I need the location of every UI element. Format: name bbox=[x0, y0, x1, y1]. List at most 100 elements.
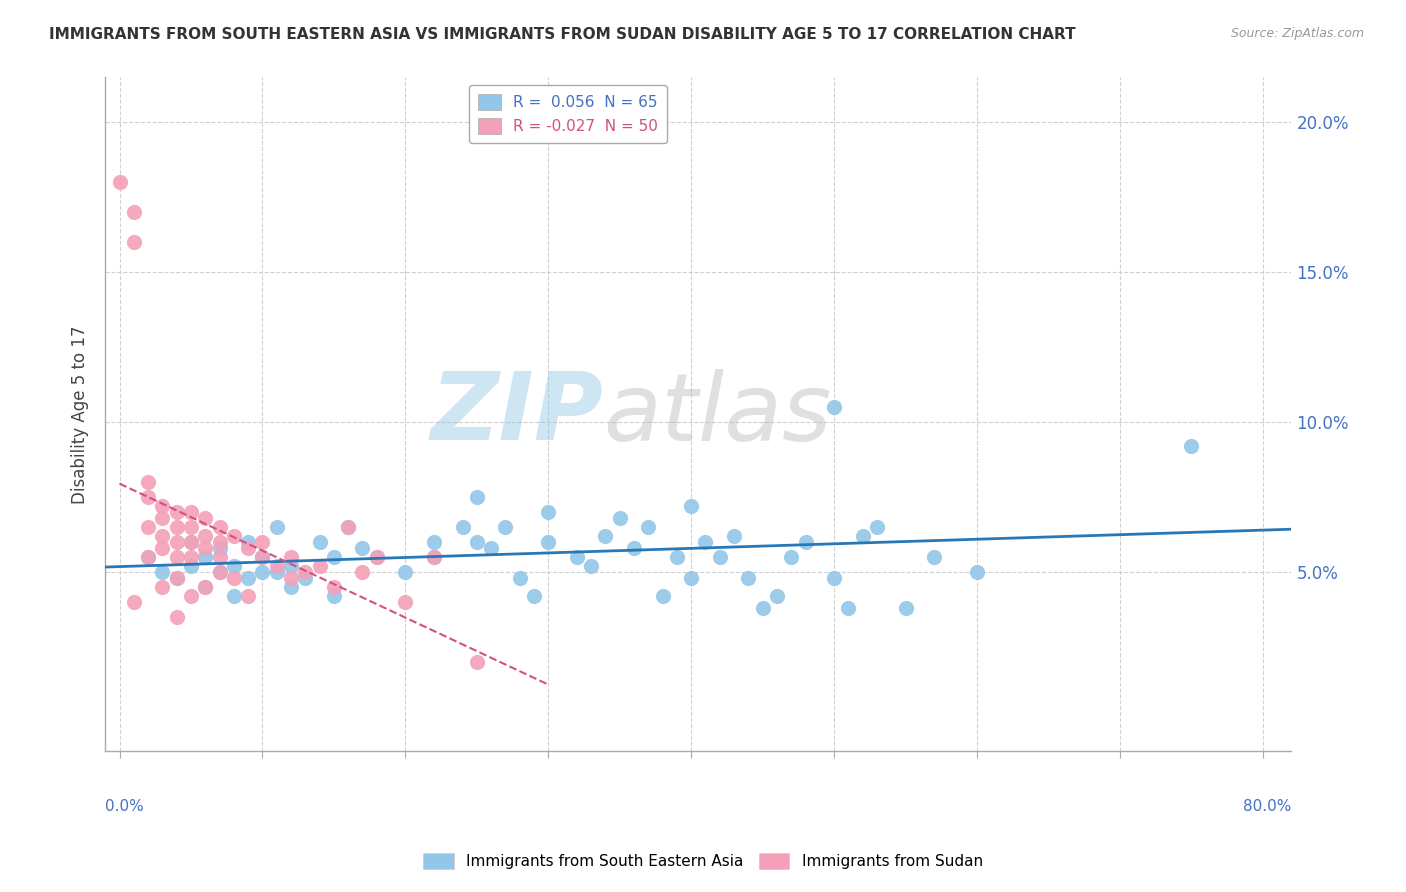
Point bbox=[537, 505, 560, 519]
Point bbox=[166, 609, 188, 624]
Point bbox=[150, 529, 173, 543]
Point bbox=[252, 534, 274, 549]
Point bbox=[266, 565, 288, 579]
Point bbox=[423, 534, 446, 549]
Point bbox=[180, 558, 202, 573]
Point bbox=[637, 520, 659, 534]
Point bbox=[166, 571, 188, 585]
Point bbox=[465, 534, 488, 549]
Point bbox=[366, 549, 388, 564]
Point bbox=[180, 520, 202, 534]
Text: Source: ZipAtlas.com: Source: ZipAtlas.com bbox=[1230, 27, 1364, 40]
Point bbox=[651, 589, 673, 603]
Legend: Immigrants from South Eastern Asia, Immigrants from Sudan: Immigrants from South Eastern Asia, Immi… bbox=[418, 847, 988, 875]
Point bbox=[150, 580, 173, 594]
Point bbox=[180, 549, 202, 564]
Point bbox=[780, 549, 803, 564]
Y-axis label: Disability Age 5 to 17: Disability Age 5 to 17 bbox=[72, 326, 89, 504]
Point bbox=[280, 580, 302, 594]
Point bbox=[623, 541, 645, 555]
Point bbox=[122, 595, 145, 609]
Point bbox=[222, 529, 245, 543]
Point bbox=[451, 520, 474, 534]
Point bbox=[322, 589, 344, 603]
Point bbox=[136, 549, 159, 564]
Point bbox=[423, 549, 446, 564]
Point bbox=[494, 520, 516, 534]
Point bbox=[180, 534, 202, 549]
Point bbox=[479, 541, 502, 555]
Point bbox=[136, 549, 159, 564]
Point bbox=[866, 520, 889, 534]
Point bbox=[236, 534, 259, 549]
Point bbox=[166, 534, 188, 549]
Point bbox=[465, 490, 488, 504]
Point bbox=[180, 505, 202, 519]
Point bbox=[208, 549, 231, 564]
Point bbox=[122, 235, 145, 250]
Point bbox=[236, 541, 259, 555]
Point bbox=[709, 549, 731, 564]
Point bbox=[222, 571, 245, 585]
Point bbox=[222, 558, 245, 573]
Point bbox=[322, 580, 344, 594]
Point bbox=[509, 571, 531, 585]
Point bbox=[966, 565, 988, 579]
Point bbox=[150, 565, 173, 579]
Point bbox=[194, 541, 217, 555]
Point bbox=[423, 549, 446, 564]
Point bbox=[194, 549, 217, 564]
Point bbox=[122, 205, 145, 219]
Point bbox=[266, 558, 288, 573]
Point bbox=[136, 520, 159, 534]
Point bbox=[837, 600, 859, 615]
Point bbox=[394, 565, 416, 579]
Point bbox=[280, 558, 302, 573]
Point bbox=[922, 549, 945, 564]
Point bbox=[150, 499, 173, 513]
Text: ZIP: ZIP bbox=[430, 368, 603, 460]
Point bbox=[681, 571, 703, 585]
Point bbox=[280, 549, 302, 564]
Text: 0.0%: 0.0% bbox=[105, 798, 143, 814]
Point bbox=[208, 565, 231, 579]
Point bbox=[208, 520, 231, 534]
Point bbox=[723, 529, 745, 543]
Point bbox=[308, 534, 330, 549]
Point bbox=[194, 580, 217, 594]
Point bbox=[394, 595, 416, 609]
Point bbox=[166, 505, 188, 519]
Point bbox=[894, 600, 917, 615]
Point bbox=[465, 655, 488, 669]
Point bbox=[308, 558, 330, 573]
Point bbox=[208, 534, 231, 549]
Point bbox=[266, 520, 288, 534]
Point bbox=[136, 490, 159, 504]
Point bbox=[194, 529, 217, 543]
Point bbox=[322, 549, 344, 564]
Point bbox=[681, 499, 703, 513]
Point bbox=[337, 520, 360, 534]
Point bbox=[166, 520, 188, 534]
Point bbox=[537, 534, 560, 549]
Point bbox=[294, 565, 316, 579]
Point bbox=[609, 511, 631, 525]
Point bbox=[794, 534, 817, 549]
Point bbox=[665, 549, 688, 564]
Point bbox=[236, 571, 259, 585]
Point bbox=[695, 534, 717, 549]
Point bbox=[136, 475, 159, 489]
Point bbox=[1180, 439, 1202, 453]
Point bbox=[280, 571, 302, 585]
Point bbox=[252, 549, 274, 564]
Point bbox=[166, 571, 188, 585]
Point bbox=[208, 565, 231, 579]
Point bbox=[579, 558, 602, 573]
Point bbox=[222, 589, 245, 603]
Point bbox=[823, 400, 845, 414]
Point bbox=[208, 541, 231, 555]
Text: atlas: atlas bbox=[603, 369, 832, 460]
Point bbox=[294, 571, 316, 585]
Point bbox=[150, 511, 173, 525]
Legend: R =  0.056  N = 65, R = -0.027  N = 50: R = 0.056 N = 65, R = -0.027 N = 50 bbox=[468, 85, 666, 143]
